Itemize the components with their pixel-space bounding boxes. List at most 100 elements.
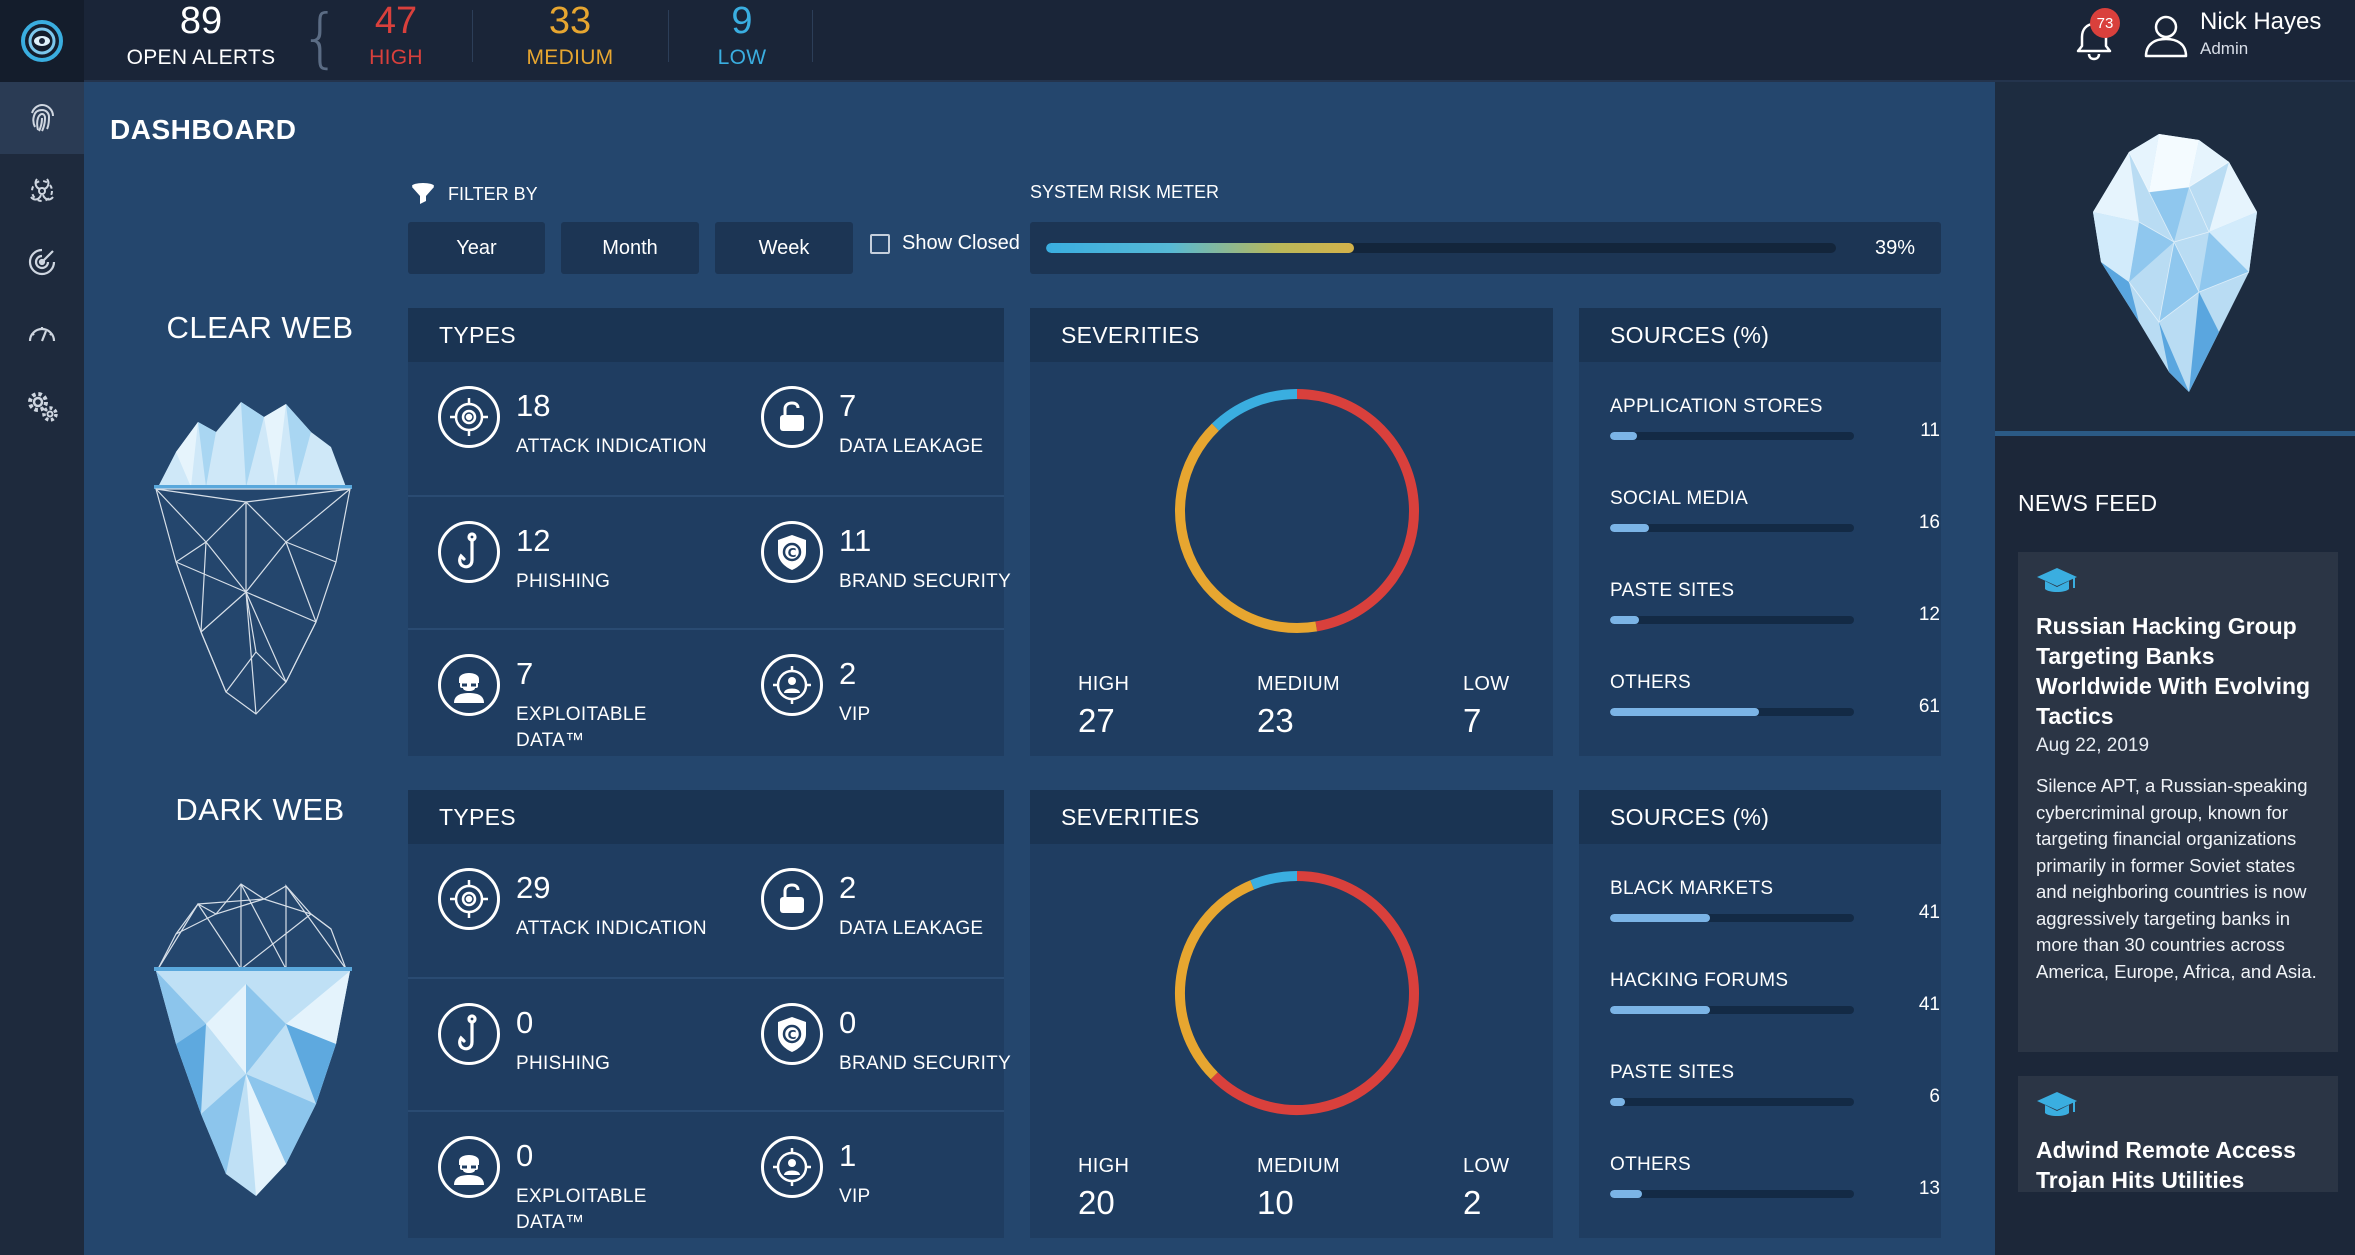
svg-text:C: C <box>788 546 797 560</box>
vip-icon <box>761 654 823 716</box>
clear-web-iceberg-illustration <box>154 402 352 715</box>
dark-web-iceberg-illustration <box>154 883 352 1196</box>
severity-high: HIGH 27 <box>1078 673 1129 740</box>
severity-high: HIGH 20 <box>1078 1155 1129 1222</box>
type-count: 1 <box>839 1138 857 1173</box>
type-phishing[interactable]: 0 PHISHING <box>408 979 728 1111</box>
type-attack-indication[interactable]: 18 ATTACK INDICATION <box>408 362 728 494</box>
donut-segment-medium[interactable] <box>1175 880 1255 1080</box>
low-alerts-count: 9 <box>731 0 753 42</box>
source-value: 6 <box>1929 1086 1940 1107</box>
medium-alerts-count: 33 <box>548 0 592 42</box>
notification-badge[interactable]: 73 <box>2090 8 2120 38</box>
type-exploitable-data[interactable]: 7 EXPLOITABLE DATA™ <box>408 630 728 762</box>
filter-year-button[interactable]: Year <box>408 222 545 274</box>
vip-icon <box>761 1136 823 1198</box>
source-value: 16 <box>1918 512 1940 533</box>
risk-meter-fill <box>1046 243 1355 253</box>
type-label: DATA LEAKAGE <box>839 918 984 939</box>
source-name: APPLICATION STORES <box>1610 396 1823 417</box>
types-row: 29 ATTACK INDICATION 2 DATA LEAKAGE <box>408 844 1004 976</box>
source-bar-fill <box>1610 616 1640 624</box>
nav-item-gauge[interactable] <box>0 298 84 370</box>
source-item[interactable]: BLACK MARKETS 41 <box>1610 878 1940 923</box>
source-bar-fill <box>1610 432 1637 440</box>
news-card[interactable]: Russian Hacking Group Targeting Banks Wo… <box>2018 552 2338 1052</box>
news-date: Aug 22, 2019 <box>2036 735 2150 756</box>
severity-donut-chart <box>1175 871 1419 1115</box>
news-card[interactable]: Adwind Remote Access Trojan Hits Utiliti… <box>2018 1076 2338 1192</box>
source-item[interactable]: HACKING FORUMS 41 <box>1610 970 1940 1015</box>
source-bar-track <box>1610 1190 1854 1198</box>
filter-month-button[interactable]: Month <box>561 222 699 274</box>
type-brand-security[interactable]: C 11 BRAND SECURITY <box>731 497 1051 629</box>
news-headline[interactable]: Adwind Remote Access Trojan Hits Utiliti… <box>2036 1137 2296 1192</box>
source-bar-track <box>1610 1006 1854 1014</box>
source-item[interactable]: SOCIAL MEDIA 16 <box>1610 488 1940 533</box>
source-name: BLACK MARKETS <box>1610 878 1774 899</box>
show-closed-toggle[interactable]: Show Closed <box>870 232 1020 255</box>
nav-item-fingerprint[interactable] <box>0 82 84 154</box>
open-alerts-label: OPEN ALERTS <box>126 46 276 69</box>
medium-alerts-counter[interactable]: 33 MEDIUM <box>510 0 630 70</box>
type-label: BRAND SECURITY <box>839 1053 1012 1074</box>
clear-web-severities-panel: SEVERITIES HIGH 27 MEDIUM 23 LOW 7 <box>1030 308 1553 756</box>
gauge-icon <box>28 327 56 342</box>
type-data-leakage[interactable]: 2 DATA LEAKAGE <box>731 844 1051 976</box>
source-value: 41 <box>1918 994 1940 1015</box>
donut-segment-low[interactable] <box>1211 389 1298 431</box>
user-role: Admin <box>2200 39 2249 58</box>
open-alerts-counter[interactable]: 89 OPEN ALERTS <box>126 0 276 70</box>
severities-panel-title: SEVERITIES <box>1030 308 1553 362</box>
type-data-leakage[interactable]: 7 DATA LEAKAGE <box>731 362 1051 494</box>
type-brand-security[interactable]: C 0 BRAND SECURITY <box>731 979 1051 1111</box>
graduation-cap-icon <box>2037 1092 2077 1116</box>
low-alerts-counter[interactable]: 9 LOW <box>692 0 792 70</box>
user-avatar-icon[interactable] <box>2140 10 2192 62</box>
source-item[interactable]: PASTE SITES 6 <box>1610 1062 1940 1107</box>
hacker-icon <box>438 654 500 716</box>
divider <box>668 10 669 62</box>
high-alerts-counter[interactable]: 47 HIGH <box>346 0 446 70</box>
severity-low-label: LOW <box>1463 673 1510 695</box>
news-headline[interactable]: Russian Hacking Group Targeting Banks Wo… <box>2036 613 2311 729</box>
iceberg-illustration <box>2093 134 2257 392</box>
fingerprint-icon <box>31 103 54 132</box>
severity-low-value: 2 <box>1463 1184 1482 1221</box>
low-alerts-label: LOW <box>717 46 767 69</box>
donut-segment-medium[interactable] <box>1175 423 1318 633</box>
nav-item-threats[interactable] <box>0 154 84 226</box>
show-closed-label: Show Closed <box>902 232 1020 254</box>
types-row: 7 EXPLOITABLE DATA™ 2 VIP <box>408 628 1004 760</box>
source-name: HACKING FORUMS <box>1610 970 1789 991</box>
type-attack-indication[interactable]: 29 ATTACK INDICATION <box>408 844 728 976</box>
user-name[interactable]: Nick Hayes <box>2200 8 2322 35</box>
app-logo[interactable] <box>0 0 84 82</box>
shield-icon: C <box>761 521 823 583</box>
source-value: 11 <box>1920 420 1940 441</box>
source-item[interactable]: OTHERS 61 <box>1610 672 1940 717</box>
type-exploitable-data[interactable]: 0 EXPLOITABLE DATA™ <box>408 1112 728 1244</box>
donut-segment-low[interactable] <box>1250 871 1298 890</box>
filter-week-button[interactable]: Week <box>715 222 853 274</box>
dark-web-types-panel: TYPES 29 ATTACK INDICATION 2 DATA LEAKAG… <box>408 790 1011 1238</box>
type-count: 2 <box>839 870 857 905</box>
source-item[interactable]: OTHERS 13 <box>1610 1154 1940 1199</box>
severity-high-label: HIGH <box>1078 673 1130 695</box>
nav-item-radar[interactable] <box>0 226 84 298</box>
donut-segment-high[interactable] <box>1296 389 1419 632</box>
donut-segment-high[interactable] <box>1210 871 1419 1115</box>
severity-high-value: 27 <box>1078 702 1115 739</box>
type-phishing[interactable]: 12 PHISHING <box>408 497 728 629</box>
source-value: 12 <box>1918 604 1940 625</box>
type-vip[interactable]: 2 VIP <box>731 630 1051 762</box>
top-bar: 89 OPEN ALERTS { 47 HIGH 33 MEDIUM 9 LOW… <box>0 0 2355 82</box>
nav-item-settings[interactable] <box>0 370 84 442</box>
type-count: 7 <box>839 388 857 423</box>
source-item[interactable]: PASTE SITES 12 <box>1610 580 1940 625</box>
show-closed-checkbox[interactable] <box>870 233 890 254</box>
type-vip[interactable]: 1 VIP <box>731 1112 1051 1244</box>
dark-web-sources-panel: SOURCES (%) BLACK MARKETS 41 HACKING FOR… <box>1579 790 1941 1238</box>
severity-medium-label: MEDIUM <box>1257 1155 1340 1177</box>
source-item[interactable]: APPLICATION STORES 11 <box>1610 396 1940 441</box>
